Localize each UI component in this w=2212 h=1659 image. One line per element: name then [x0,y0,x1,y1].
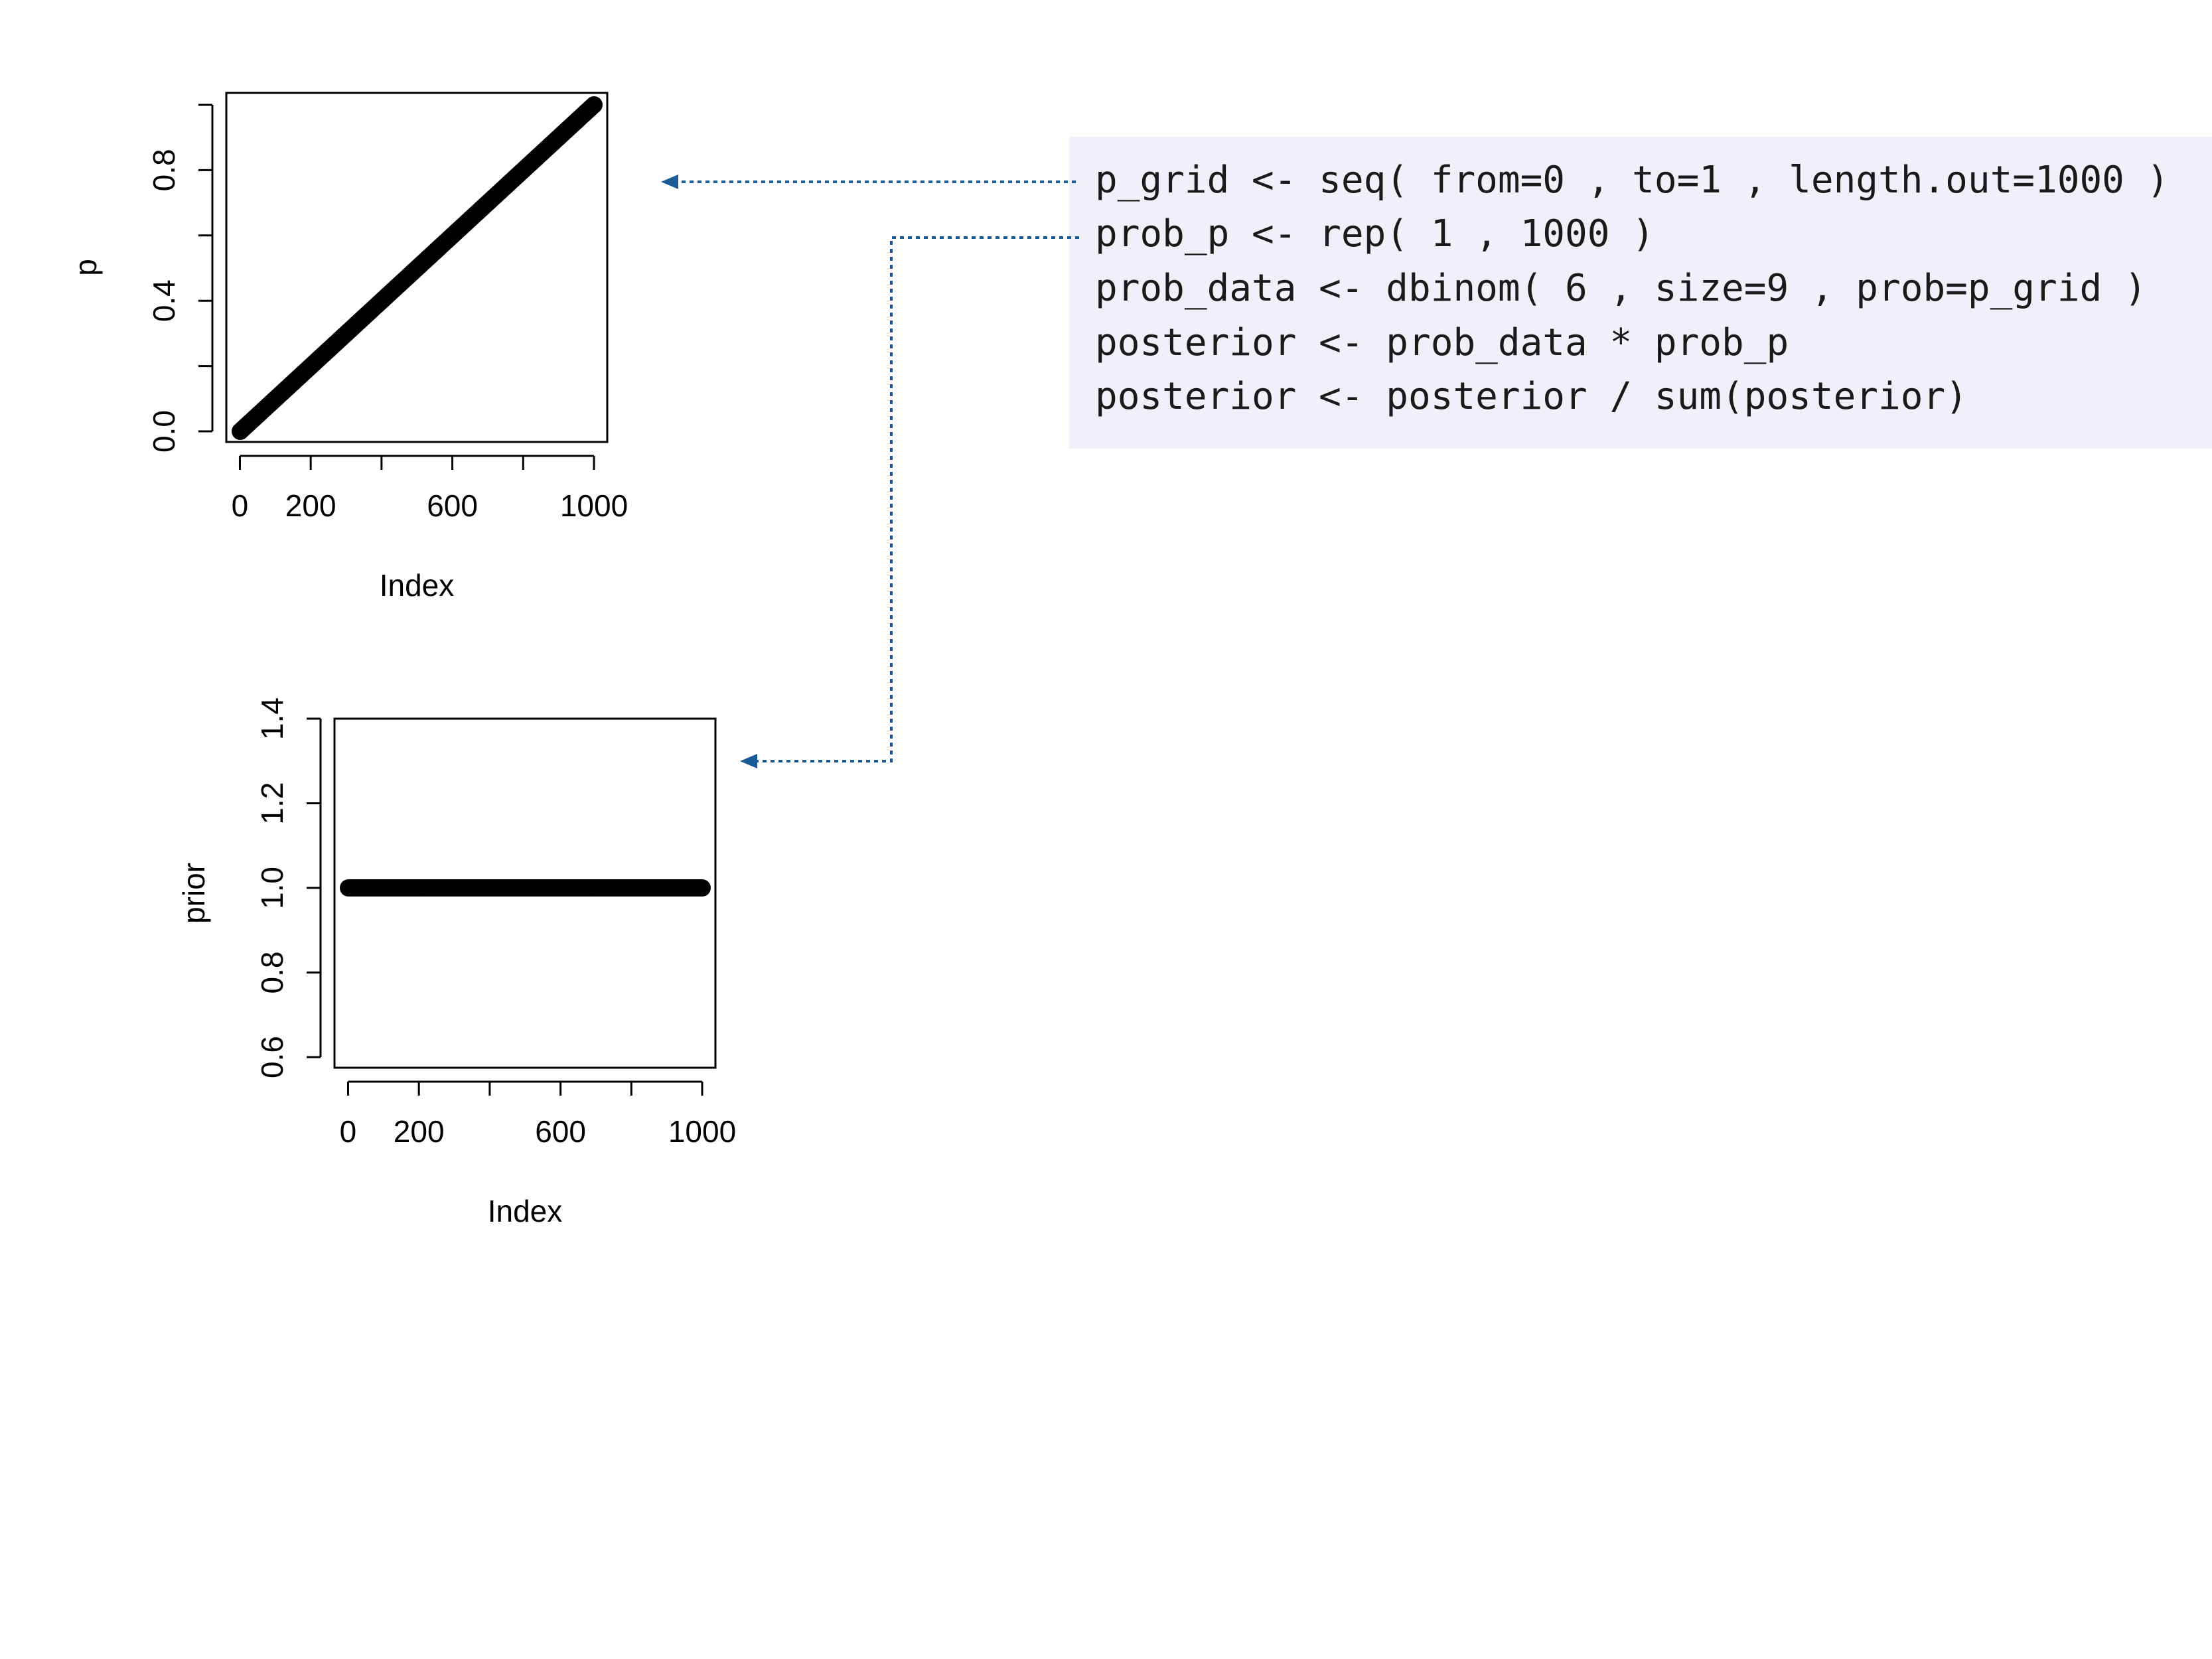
code-line-posterior: posterior <- prob_data * prob_p [1095,321,1789,364]
chart-p-grid: 0 200 600 1000 Index 0.0 0.4 0.8 p [68,92,628,603]
x-axis: 0 200 600 1000 [232,455,628,523]
y-axis-label: p [68,259,103,276]
data-points [340,879,711,897]
data-point [585,96,603,113]
plot-frame [333,717,717,1069]
y-tick-label: 1.4 [255,697,289,740]
y-tick-label: 0.6 [255,1036,289,1078]
y-axis-label: prior [177,863,211,924]
x-axis-label: Index [380,568,455,603]
y-tick-label: 0.8 [147,149,181,191]
arrowhead-icon [740,754,757,768]
connector-prob-p-line [754,236,1079,762]
plot-frame [225,92,609,443]
x-axis: 0 200 600 1000 [340,1080,736,1149]
x-tick-label: 200 [394,1114,445,1149]
y-tick-label: 0.4 [147,279,181,322]
y-tick-label: 0.8 [255,952,289,994]
connector-arrows [661,175,1079,768]
code-line-p-grid: p_grid <- seq( from=0 , to=1 , length.ou… [1095,159,2170,202]
data-point [694,879,711,897]
x-tick-label: 1000 [560,488,628,523]
x-axis-label: Index [488,1194,563,1228]
code-line-prob-data: prob_data <- dbinom( 6 , size=9 , prob=p… [1095,267,2147,310]
x-tick-label: 1000 [668,1114,736,1149]
x-tick-label: 200 [285,488,336,523]
y-axis: 0.6 0.8 1.0 1.2 1.4 [255,697,322,1078]
arrowhead-icon [661,175,678,189]
x-tick-label: 0 [232,488,249,523]
code-line-prob-p: prob_p <- rep( 1 , 1000 ) [1095,212,1655,255]
code-panel [1069,137,2212,449]
code-line-posterior-normalize: posterior <- posterior / sum(posterior) [1095,375,1968,418]
x-tick-label: 600 [535,1114,586,1149]
x-tick-label: 0 [340,1114,357,1149]
y-tick-label: 0.0 [147,410,181,453]
y-tick-label: 1.0 [255,867,289,909]
x-tick-label: 600 [427,488,478,523]
chart-prior: 0 200 600 1000 Index 0.6 0.8 1.0 1.2 1.4 prior [177,697,736,1228]
y-axis: 0.0 0.4 0.8 [147,104,214,453]
y-tick-label: 1.2 [255,782,289,825]
data-points [232,96,603,440]
